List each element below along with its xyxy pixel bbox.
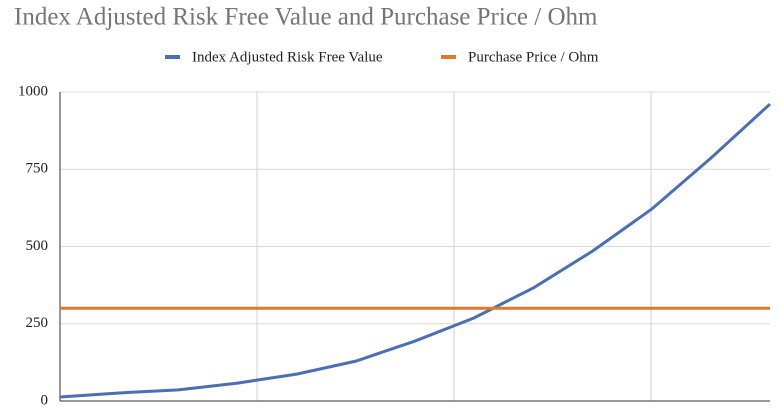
legend-label: Purchase Price / Ohm (468, 49, 599, 65)
series-line (59, 102, 772, 399)
y-tick-label: 1000 (18, 83, 48, 99)
y-tick-label: 0 (41, 392, 49, 408)
legend-label: Index Adjusted Risk Free Value (192, 49, 383, 65)
chart-title: Index Adjusted Risk Free Value and Purch… (14, 4, 598, 31)
y-tick-label: 750 (26, 161, 49, 177)
y-tick-label: 250 (26, 315, 49, 331)
y-tick-label: 500 (26, 238, 49, 254)
